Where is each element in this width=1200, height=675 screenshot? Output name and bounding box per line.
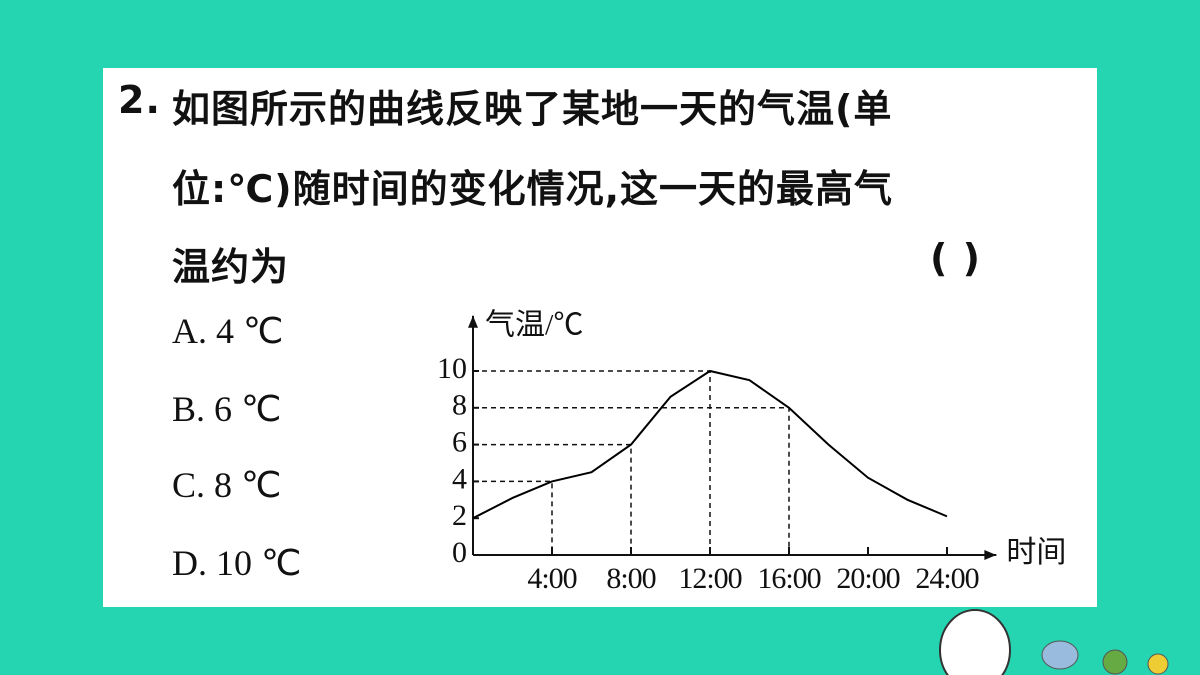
y-axis-label: 气温/℃ [485, 309, 583, 342]
question-line: 温约为 [172, 245, 290, 289]
y-tick-label: 10 [437, 352, 467, 385]
decoration [939, 609, 1169, 675]
answer-blank: ( ) [930, 236, 981, 280]
y-tick-label: 4 [452, 462, 467, 495]
x-tick-label: 16:00 [757, 562, 820, 595]
question-line: 位:℃)随时间的变化情况,这一天的最高气 [172, 167, 894, 211]
x-tick-label: 20:00 [836, 562, 899, 595]
y-tick-label: 6 [452, 425, 467, 458]
temperature-line [472, 369, 948, 520]
x-tick-label: 12:00 [678, 562, 741, 595]
y-tick-label: 8 [452, 389, 467, 422]
guide-line [473, 370, 711, 555]
axis-arrow [984, 550, 997, 560]
question-line: 如图所示的曲线反映了某地一天的气温(单 [172, 87, 893, 131]
y-tick-label: 0 [452, 536, 467, 569]
option: B. 6 ℃ [172, 389, 282, 429]
axis-arrow [468, 315, 478, 328]
x-tick-label: 4:00 [527, 562, 576, 595]
y-tick-label: 2 [452, 499, 467, 532]
guide-line [473, 480, 553, 555]
question-number: 2. [118, 78, 161, 122]
x-axis-label: 时间 [1006, 536, 1066, 569]
x-tick-label: 8:00 [606, 562, 655, 595]
option: C. 8 ℃ [172, 465, 282, 505]
option: A. 4 ℃ [172, 311, 284, 351]
question-card [103, 68, 1097, 607]
option: D. 10 ℃ [172, 543, 302, 583]
x-tick-label: 24:00 [915, 562, 978, 595]
